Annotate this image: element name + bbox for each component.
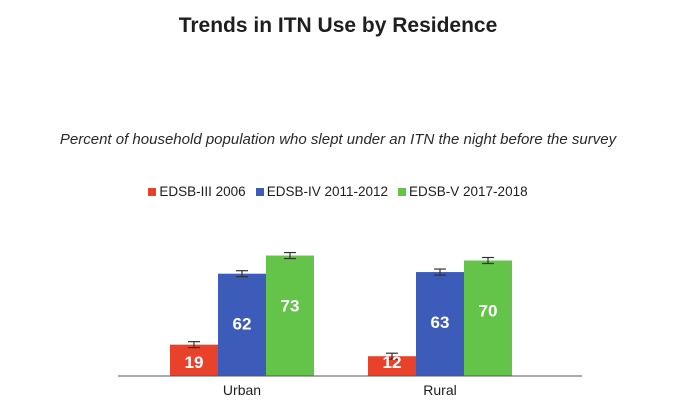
bar-rural-series-2 <box>464 260 512 376</box>
legend-label-series-1: EDSB-IV 2011-2012 <box>266 184 389 199</box>
legend-label-series-2: EDSB-V 2017-2018 <box>409 184 528 199</box>
legend-swatch-series-0 <box>148 187 157 196</box>
legend-item-series-1: EDSB-IV 2011-2012 <box>255 184 389 199</box>
legend-item-series-0: EDSB-III 2006 <box>148 184 246 199</box>
bar-urban-series-0 <box>170 344 218 376</box>
data-label-urban-series-1: 62 <box>233 315 252 334</box>
chart-legend: EDSB-III 2006 EDSB-IV 2011-2012 EDSB-V 2… <box>0 184 676 199</box>
legend-label-series-0: EDSB-III 2006 <box>159 184 246 199</box>
data-label-urban-series-0: 19 <box>185 353 204 372</box>
bar-urban-series-1 <box>218 273 266 376</box>
data-label-urban-series-2: 73 <box>281 297 300 316</box>
data-label-rural-series-1: 63 <box>431 313 450 332</box>
category-label-rural: Rural <box>423 382 456 398</box>
legend-swatch-series-1 <box>255 187 264 196</box>
data-label-rural-series-0: 12 <box>383 353 402 372</box>
category-label-urban: Urban <box>223 382 261 398</box>
legend-item-series-2: EDSB-V 2017-2018 <box>398 184 528 199</box>
bar-rural-series-0 <box>368 356 416 376</box>
data-label-rural-series-2: 70 <box>479 302 498 321</box>
bar-rural-series-1 <box>416 272 464 376</box>
chart-title: Trends in ITN Use by Residence <box>178 14 498 37</box>
legend-swatch-series-2 <box>398 187 407 196</box>
bar-urban-series-2 <box>266 255 314 376</box>
chart-subtitle: Percent of household population who slep… <box>59 131 617 148</box>
